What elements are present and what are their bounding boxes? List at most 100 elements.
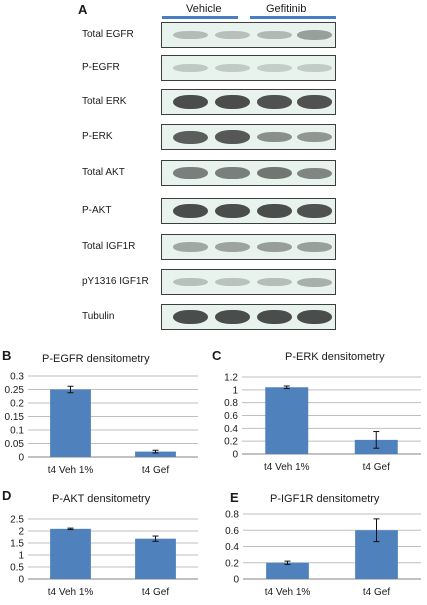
y-tick-label: 0.3: [10, 372, 24, 383]
y-tick-label: 0: [232, 450, 238, 461]
blot-row-label: P-AKT: [82, 205, 112, 216]
y-tick-label: 0.6: [224, 411, 238, 422]
blot-band: [256, 204, 292, 218]
bar: [265, 387, 309, 454]
y-tick-label: 0.2: [225, 558, 239, 569]
y-tick-label: 0: [18, 453, 24, 464]
y-tick-label: 0.2: [10, 399, 24, 410]
blot-row-label: P-EGFR: [82, 62, 120, 73]
blot-band: [214, 277, 250, 287]
blot-image: [161, 89, 336, 115]
blot-band: [172, 277, 208, 287]
blot-band: [172, 167, 208, 179]
blot-band: [256, 95, 292, 109]
blot-image: [161, 55, 336, 81]
x-category-label: t4 Gef: [142, 465, 169, 473]
blot-image: [161, 234, 336, 260]
x-category-label: t4 Gef: [363, 462, 390, 473]
blot-band: [214, 130, 250, 144]
y-tick-label: 0.6: [225, 526, 239, 537]
blot-row-label: P-ERK: [82, 131, 113, 142]
blot-band: [256, 277, 292, 287]
panel-c-letter: C: [212, 348, 222, 363]
bar: [135, 538, 176, 579]
panel-e-letter: E: [230, 490, 239, 505]
blot-row-label: Total ERK: [82, 96, 127, 107]
y-tick-label: 0.8: [224, 398, 238, 409]
blot-image: [161, 124, 336, 150]
blot-band: [214, 64, 250, 72]
blot-band: [256, 242, 292, 252]
panel-a-letter: A: [78, 2, 88, 17]
y-tick-label: 2.5: [10, 515, 24, 526]
panel-d-letter: D: [2, 488, 12, 503]
blot-band: [256, 167, 292, 179]
blot-band: [256, 30, 292, 40]
bar: [135, 451, 176, 457]
blot-row-label: Total EGFR: [82, 29, 134, 40]
blot-band: [296, 30, 332, 40]
x-category-label: t4 Gef: [142, 587, 169, 598]
x-category-label: t4 Veh 1%: [48, 465, 94, 473]
blot-image: [161, 269, 336, 295]
y-tick-label: 0.4: [224, 424, 238, 435]
blot-band: [296, 242, 332, 252]
y-tick-label: 1.2: [224, 373, 238, 384]
blot-band: [256, 64, 292, 72]
y-tick-label: 0.1: [10, 426, 24, 437]
gefitinib-group-line: [250, 16, 336, 19]
blot-band: [296, 310, 332, 324]
blot-band: [296, 167, 332, 179]
x-category-label: t4 Veh 1%: [264, 462, 310, 473]
blot-band: [172, 130, 208, 144]
y-tick-label: 0.5: [10, 563, 24, 574]
blot-band: [214, 242, 250, 252]
blot-band: [214, 167, 250, 179]
vehicle-group-line: [162, 16, 238, 19]
y-tick-label: 0: [18, 575, 24, 586]
blot-row-label: Total IGF1R: [82, 241, 136, 252]
y-tick-label: 1: [232, 385, 238, 396]
chart-e-title: P-IGF1R densitometry: [270, 493, 380, 505]
panel-b-letter: B: [2, 348, 12, 363]
blot-image: [161, 160, 336, 186]
vehicle-label: Vehicle: [186, 3, 222, 15]
blot-band: [214, 95, 250, 109]
y-tick-label: 1: [18, 551, 24, 562]
blot-row-label: pY1316 IGF1R: [82, 276, 149, 287]
chart-b-title: P-EGFR densitometry: [42, 353, 150, 365]
blot-image: [161, 22, 336, 48]
chart-e: 0 0.2 0.4 0.6 0.8 t4 Veh 1% t4 Gef: [225, 510, 421, 598]
chart-d: 00.511.522.5 t4 Veh 1% t4 Gef: [10, 515, 198, 598]
blot-band: [256, 131, 292, 143]
blot-row-label: Tubulin: [82, 311, 115, 322]
bar: [50, 389, 91, 457]
y-tick-label: 0.8: [225, 510, 239, 521]
blot-band: [296, 277, 332, 287]
blot-band: [172, 64, 208, 72]
y-tick-label: 2: [18, 527, 24, 538]
blot-band: [214, 310, 250, 324]
bar: [266, 562, 309, 579]
y-tick-label: 0.15: [5, 412, 25, 423]
blot-band: [296, 64, 332, 72]
x-category-label: t4 Veh 1%: [48, 587, 94, 598]
chart-c: 0 0.2 0.4 0.6 0.8 11.2 t4 Veh 1% t4 Gef: [224, 373, 421, 473]
blot-band: [172, 310, 208, 324]
blot-image: [161, 304, 336, 330]
x-category-label: t4 Gef: [363, 587, 390, 598]
blot-band: [172, 204, 208, 218]
blot-band: [214, 30, 250, 40]
blot-band: [256, 310, 292, 324]
x-category-label: t4 Veh 1%: [265, 587, 311, 598]
blot-band: [296, 131, 332, 143]
bar: [50, 528, 91, 579]
blot-band: [296, 204, 332, 218]
y-tick-label: 0.4: [225, 542, 239, 553]
blot-band: [296, 95, 332, 109]
y-tick-label: 0: [233, 575, 239, 586]
chart-d-title: P-AKT densitometry: [52, 493, 151, 505]
y-tick-label: 1.5: [10, 539, 24, 550]
blot-band: [172, 30, 208, 40]
y-tick-label: 0.25: [5, 385, 25, 396]
